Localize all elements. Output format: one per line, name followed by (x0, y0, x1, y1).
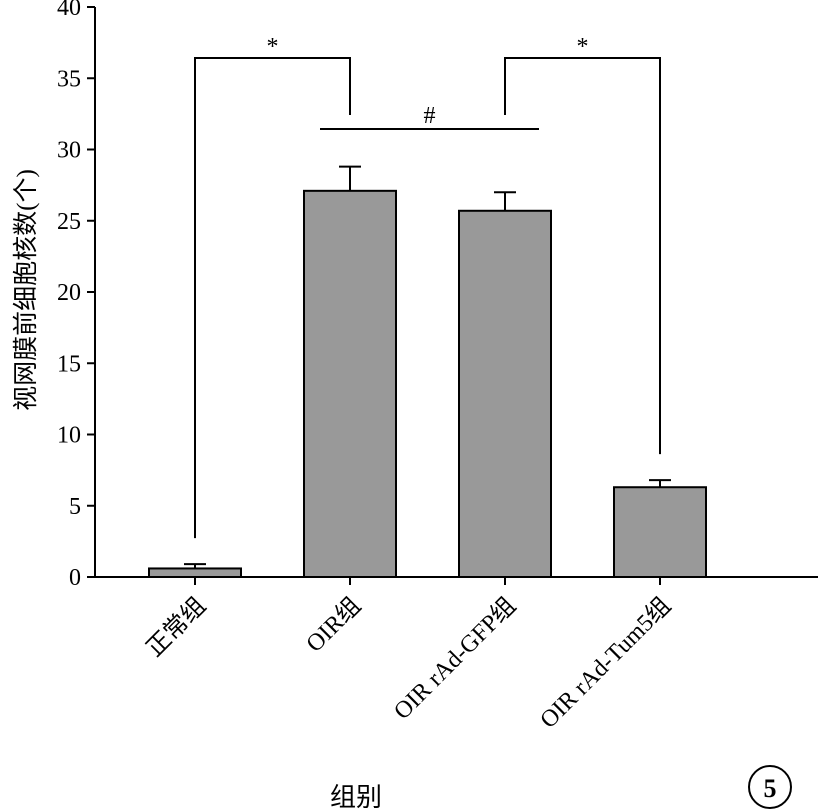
x-axis-label: 组别 (330, 783, 382, 811)
bar (303, 189, 397, 578)
significance-brackets: * * # (194, 34, 661, 539)
panel-badge-number: 5 (764, 774, 777, 803)
labels: 视网膜前细胞核数(个) 组别 (12, 169, 382, 811)
y-tick-label: 25 (57, 209, 81, 235)
axes: 0 5 10 15 20 25 30 35 40 正常组 OIR组 OIR rAd-GFP组 OIR r… (57, 0, 818, 734)
error-bars (184, 165, 671, 569)
y-tick-label: 20 (57, 280, 81, 306)
panel-badge: 5 (748, 765, 792, 809)
x-tick-label: OIR组 (301, 592, 366, 657)
bars (148, 189, 707, 579)
bar (148, 567, 242, 579)
y-axis-label: 视网膜前细胞核数(个) (12, 169, 40, 411)
y-tick-label: 10 (57, 423, 81, 449)
y-tick-label: 40 (57, 0, 81, 21)
y-tick-label: 0 (69, 565, 81, 591)
x-tick-label: 正常组 (141, 592, 211, 662)
bar (613, 486, 707, 579)
significance-bracket-left-line (194, 57, 351, 539)
panel-badge-circle (748, 765, 792, 809)
y-tick-label: 15 (57, 351, 81, 377)
significance-hash-label: # (424, 103, 436, 129)
y-tick-label: 35 (57, 66, 81, 92)
significance-bracket-right-line (504, 57, 661, 455)
y-tick-label: 30 (57, 138, 81, 164)
x-tick-label: OIR rAd-GFP组 (389, 592, 522, 725)
x-tick-label: OIR rAd-Tum5组 (535, 592, 677, 734)
bar (458, 209, 552, 578)
significance-bracket-left-label: * (267, 34, 279, 60)
y-tick-label: 5 (69, 494, 81, 520)
significance-bracket-right-label: * (577, 34, 589, 60)
